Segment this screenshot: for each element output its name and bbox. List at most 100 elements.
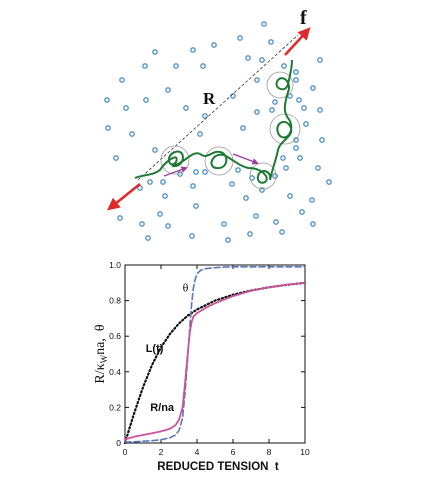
bead [293, 137, 299, 143]
bead [240, 125, 246, 131]
chart-annotations: θ L(t) R/na [146, 281, 189, 414]
bead [193, 169, 199, 175]
bead [261, 21, 267, 27]
bead [190, 183, 196, 189]
y-tick-label: 0.4 [109, 367, 121, 377]
bead [190, 47, 196, 53]
bead [272, 173, 278, 179]
polymer-chain-illustration: f R [104, 7, 332, 243]
bead [221, 221, 227, 227]
y-tick-label: 0.2 [109, 402, 121, 412]
bead [129, 131, 135, 137]
bead [269, 107, 275, 113]
annotation-label: θ [183, 281, 189, 295]
bead [280, 155, 286, 161]
solvent-beads [104, 21, 332, 243]
bead [297, 155, 303, 161]
bead [237, 35, 243, 41]
bead [197, 131, 203, 137]
x-tick-label: 6 [231, 447, 236, 457]
force-arrow-right [284, 27, 311, 56]
end-to-end-label: R [203, 89, 216, 108]
bead [113, 155, 119, 161]
bead [283, 165, 289, 171]
bead [193, 203, 199, 209]
bead [309, 197, 315, 203]
bead [326, 179, 332, 185]
bead [225, 237, 231, 243]
bead [254, 77, 260, 83]
bead [243, 195, 249, 201]
bead [183, 105, 189, 111]
x-axis-label: REDUCED TENSION t [157, 461, 279, 473]
bead [293, 77, 299, 83]
bead [139, 221, 145, 227]
force-label: f [300, 7, 307, 29]
bead [160, 179, 166, 185]
bead [152, 49, 158, 55]
bead [165, 223, 171, 229]
bead [245, 55, 251, 61]
bead [189, 233, 195, 239]
bead [279, 229, 285, 235]
bead [299, 209, 305, 215]
bead [105, 125, 111, 131]
bead [281, 63, 287, 69]
x-tick-label: 8 [267, 447, 272, 457]
coil-circle [249, 162, 277, 190]
polymer-chain [134, 59, 293, 184]
bead [147, 179, 153, 185]
end-to-end-dashed-line [137, 34, 299, 181]
series-line-lt [123, 281, 307, 445]
y-tick-label: 0.8 [109, 296, 121, 306]
bead [202, 169, 208, 175]
force-arrow-left [107, 183, 141, 211]
bead [254, 109, 260, 115]
bead [137, 185, 143, 191]
y-axis-label: R/κWna, θ [93, 324, 109, 384]
bead [287, 193, 293, 199]
bead [119, 77, 125, 83]
x-tick-label: 0 [123, 447, 128, 457]
bead [157, 211, 163, 217]
bead [143, 97, 149, 103]
bead [293, 145, 299, 151]
bead [293, 69, 299, 75]
bead [296, 97, 302, 103]
bead [152, 147, 158, 153]
bead [310, 221, 316, 227]
bead [247, 231, 253, 237]
step-arrow [163, 166, 188, 177]
bead [301, 105, 307, 111]
bead [272, 99, 278, 105]
plot-frame [124, 264, 306, 444]
bead [315, 165, 321, 171]
y-tick-label: 1.0 [109, 260, 121, 270]
bead [268, 39, 274, 45]
bead [142, 63, 148, 69]
bead [104, 97, 110, 103]
bead [259, 57, 265, 63]
bead [317, 57, 323, 63]
bead [259, 187, 265, 193]
bead [202, 113, 208, 119]
x-tick-label: 10 [300, 447, 310, 457]
x-tick-label: 2 [159, 447, 164, 457]
series-line- [124, 266, 306, 443]
bead [230, 93, 236, 99]
coil-circle [266, 71, 294, 99]
y-tick-label: 0.6 [109, 331, 121, 341]
coil-circles [160, 71, 301, 190]
bead [162, 193, 168, 199]
x-tick-label: 4 [195, 447, 200, 457]
y-tick-label: 0 [116, 438, 121, 448]
annotation-label: L(t) [146, 343, 164, 355]
tension-chart: 0 2 4 6 8 10 0 0.2 0.4 0.6 0.8 1.0 θ L(t) R/na REDUCE… [93, 260, 310, 473]
bead [117, 215, 123, 221]
bead [273, 219, 279, 225]
step-arrows [163, 153, 259, 177]
bead [145, 235, 151, 241]
axis-ticks: 0 2 4 6 8 10 0 0.2 0.4 0.6 0.8 1.0 [109, 260, 310, 457]
bead [173, 63, 179, 69]
